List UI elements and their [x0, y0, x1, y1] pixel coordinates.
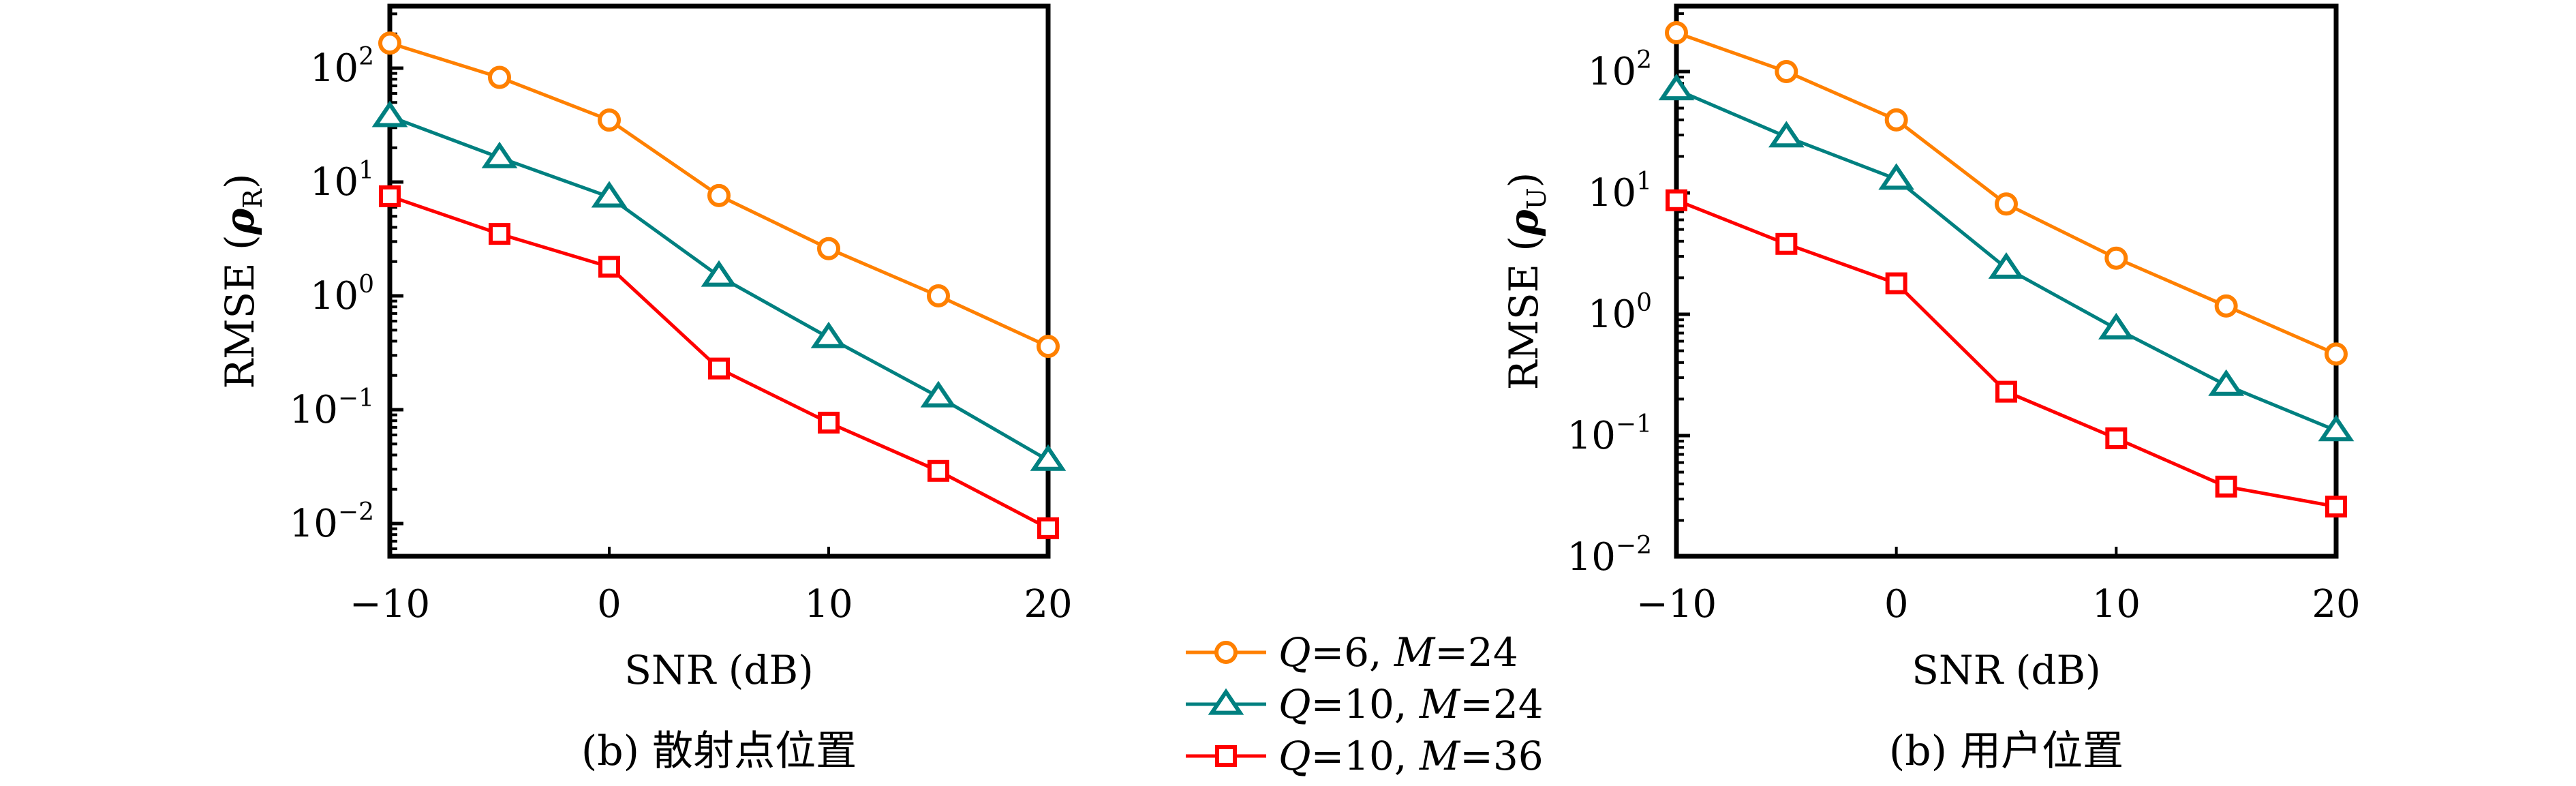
left-data-point-circle	[817, 237, 840, 260]
left-data-point-square	[598, 256, 620, 278]
legend: Q=6, M=24 Q=10, M=24 Q=10, M=36	[1186, 629, 1544, 779]
left-y-tick-label: 102	[310, 43, 374, 91]
left-x-tick-label: −10	[350, 582, 430, 626]
left-data-point-triangle	[371, 100, 408, 127]
right-data-point-circle	[2325, 342, 2348, 366]
left-data-point-square	[818, 411, 840, 434]
left-y-axis-label-main: RMSE (	[217, 235, 263, 389]
left-y-axis-label-symbol: ρ	[217, 208, 263, 235]
right-y-tick-label: 10−1	[1567, 410, 1652, 458]
left-axes-frame	[387, 3, 1051, 559]
right-x-tick-label: −10	[1636, 582, 1717, 626]
legend-label: Q=10, M=24	[1278, 681, 1544, 727]
right-y-axis-label: RMSE (ρU)	[1501, 172, 1552, 390]
legend-marker-circle-icon	[1214, 641, 1238, 664]
left-data-point-triangle	[701, 260, 737, 287]
right-data-point-square	[2215, 475, 2237, 498]
right-data-point-triangle	[1658, 74, 1695, 101]
right-data-point-square	[1885, 272, 1907, 294]
right-data-point-square	[1666, 189, 1687, 211]
legend-swatch-square	[1186, 745, 1266, 767]
left-data-point-circle	[1037, 335, 1060, 359]
legend-marker-triangle-icon	[1208, 688, 1244, 715]
left-data-point-square	[489, 223, 510, 245]
left-y-axis-label-subscript: R	[238, 188, 268, 209]
left-x-axis-label: SNR (dB)	[624, 647, 814, 693]
left-plot-area: −10 0 10 20 102 101 100 10−1 10−2	[290, 3, 1073, 626]
right-data-point-circle	[1995, 192, 2018, 216]
right-axes-frame	[1674, 3, 2339, 559]
right-series-line-square	[1676, 198, 2337, 509]
right-data-point-triangle	[1768, 121, 1805, 148]
left-y-tick-label: 10−1	[290, 384, 374, 432]
right-data-point-square	[2105, 427, 2128, 449]
right-data-point-square	[1775, 232, 1798, 255]
right-y-axis-label-main: RMSE (	[1501, 236, 1547, 390]
left-data-point-square	[379, 185, 401, 207]
left-y-axis-label-close: )	[217, 173, 263, 189]
right-y-axis-label-subscript: U	[1522, 187, 1552, 209]
left-data-point-triangle	[920, 380, 957, 408]
right-data-point-circle	[1665, 21, 1688, 45]
right-data-point-triangle	[2098, 312, 2134, 339]
legend-swatch-circle	[1186, 641, 1266, 664]
left-y-tick-label: 10−2	[290, 498, 374, 546]
right-data-point-square	[1995, 380, 2017, 403]
left-data-point-circle	[927, 284, 950, 307]
left-data-point-triangle	[481, 141, 518, 168]
left-x-tick-label: 20	[1024, 582, 1072, 626]
left-data-point-square	[708, 357, 730, 380]
right-data-point-square	[2325, 496, 2347, 518]
right-data-point-triangle	[1878, 163, 1915, 190]
right-y-axis-label-symbol: ρ	[1501, 209, 1547, 237]
right-data-point-triangle	[1988, 252, 2025, 279]
right-data-point-triangle	[2318, 414, 2355, 442]
legend-label: Q=10, M=36	[1278, 733, 1544, 779]
left-y-tick-label: 100	[310, 271, 374, 318]
left-data-point-circle	[488, 65, 511, 89]
left-data-point-triangle	[810, 321, 847, 348]
left-x-tick-label: 10	[804, 582, 853, 626]
right-panel-rmse-user: −10 0 10 20 102 101 100 10−1 10−2 SNR (dB) RMSE …	[1501, 3, 2361, 775]
left-y-tick-label: 101	[310, 157, 374, 205]
right-x-axis-label: SNR (dB)	[1912, 647, 2101, 693]
right-x-tick-label: 20	[2312, 582, 2360, 626]
legend-entry-q10-m24: Q=10, M=24	[1186, 681, 1544, 727]
right-y-tick-label: 101	[1588, 168, 1652, 215]
legend-entry-q10-m36: Q=10, M=36	[1186, 733, 1544, 779]
right-y-tick-label: 102	[1588, 46, 1652, 94]
right-caption: (b) 用户位置	[1889, 727, 2123, 775]
right-x-tick-label: 0	[1884, 582, 1909, 626]
right-data-point-circle	[1884, 108, 1908, 132]
left-y-axis-label: RMSE (ρR)	[217, 173, 268, 389]
left-panel-rmse-scatterer: −10 0 10 20 102 101 100 10−1 10−2 SNR (dB) RMSE …	[217, 3, 1073, 775]
left-data-point-square	[1037, 517, 1059, 539]
legend-marker-square-icon	[1215, 745, 1237, 767]
legend-entry-q6-m24: Q=6, M=24	[1186, 629, 1518, 676]
legend-swatch-triangle	[1186, 688, 1266, 715]
right-y-tick-label: 100	[1588, 289, 1652, 337]
left-caption: (b) 散射点位置	[581, 727, 857, 775]
left-data-point-circle	[378, 31, 401, 55]
right-data-point-triangle	[2208, 369, 2245, 396]
left-data-point-triangle	[1030, 444, 1067, 471]
right-data-point-circle	[2214, 294, 2238, 318]
left-x-tick-label: 0	[597, 582, 622, 626]
right-y-axis-label-close: )	[1501, 172, 1547, 188]
right-y-tick-label: 10−2	[1567, 532, 1652, 579]
right-data-point-circle	[1775, 60, 1798, 83]
right-plot-area: −10 0 10 20 102 101 100 10−1 10−2	[1567, 3, 2361, 626]
legend-label: Q=6, M=24	[1278, 629, 1518, 676]
right-data-point-circle	[2104, 246, 2128, 270]
left-data-point-square	[927, 459, 949, 482]
left-data-point-circle	[598, 108, 621, 132]
left-data-point-circle	[707, 183, 731, 207]
left-data-point-triangle	[591, 181, 628, 208]
right-x-tick-label: 10	[2092, 582, 2141, 626]
